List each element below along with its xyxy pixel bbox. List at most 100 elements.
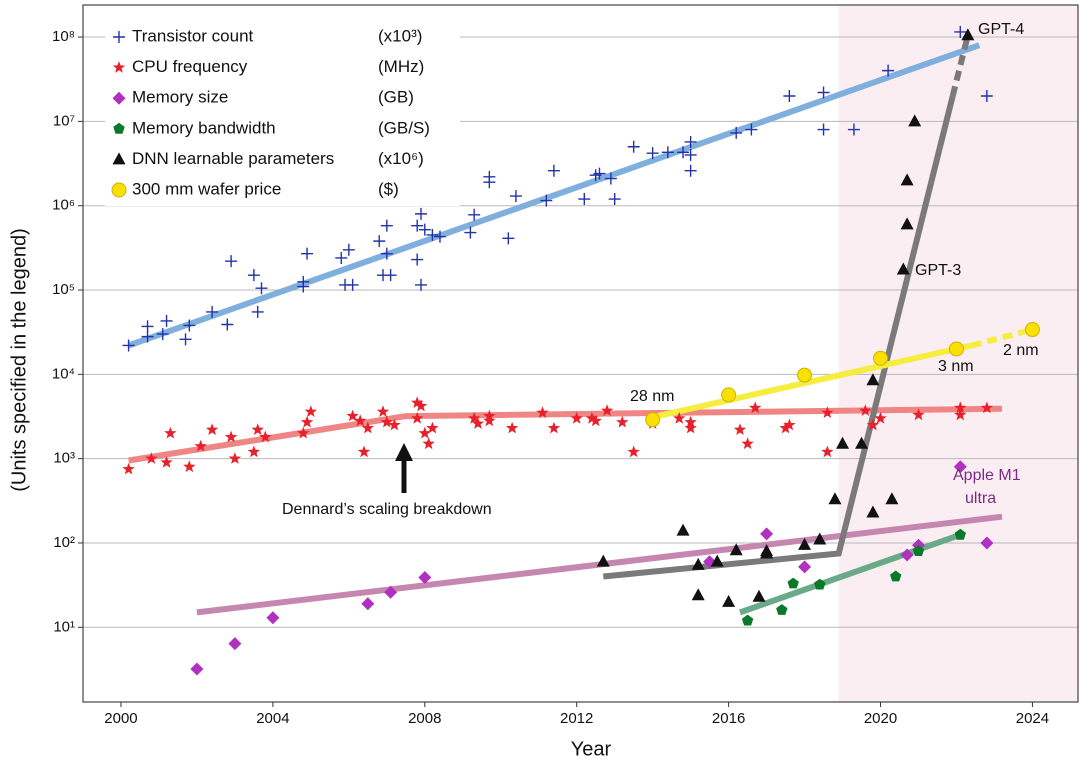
y-tick-label: 10⁵	[52, 281, 75, 298]
data-point	[376, 405, 390, 417]
data-point	[776, 604, 788, 615]
data-point	[373, 235, 386, 248]
annotation: GPT-4	[978, 21, 1024, 38]
data-point	[677, 146, 690, 159]
data-point	[433, 230, 446, 243]
data-point	[948, 341, 964, 357]
data-point	[418, 426, 431, 439]
data-point	[122, 462, 135, 475]
data-point	[627, 445, 640, 458]
data-point	[953, 460, 967, 474]
data-point	[1024, 322, 1040, 338]
data-point	[980, 401, 993, 414]
data-point	[828, 492, 842, 505]
data-point	[596, 554, 610, 567]
data-point	[912, 408, 925, 421]
data-point	[471, 417, 485, 429]
data-point	[346, 409, 359, 422]
y-axis-label: (Units specified in the legend)	[8, 228, 30, 491]
data-point	[874, 411, 887, 424]
data-point	[836, 436, 850, 449]
data-point	[866, 505, 880, 518]
y-tick-label: 10²	[53, 534, 75, 551]
data-point	[297, 426, 310, 439]
data-point	[980, 89, 993, 102]
marker-layer	[122, 25, 1040, 676]
plot-frame	[82, 4, 1079, 703]
data-point	[414, 207, 427, 220]
legend-marker	[112, 61, 126, 73]
data-point	[183, 319, 196, 332]
data-point	[160, 456, 173, 468]
annotation: Dennard’s scaling breakdown	[282, 501, 492, 518]
data-point	[797, 367, 813, 383]
data-point	[156, 328, 169, 341]
data-point	[684, 164, 697, 177]
data-point	[300, 415, 314, 428]
data-point	[357, 445, 371, 458]
data-point	[509, 190, 522, 203]
data-point	[616, 415, 629, 428]
data-point	[411, 396, 424, 408]
data-point	[866, 418, 880, 431]
x-tick-label: 2004	[256, 710, 289, 727]
data-point	[411, 219, 424, 232]
data-point	[247, 269, 260, 282]
data-point	[885, 492, 899, 505]
trend-line	[603, 95, 956, 580]
data-point	[354, 414, 367, 427]
data-point	[608, 193, 621, 206]
data-point	[221, 318, 234, 331]
data-point	[547, 421, 561, 434]
x-tick-label: 2020	[864, 710, 897, 727]
data-point	[745, 123, 758, 136]
data-point	[361, 597, 375, 611]
data-point	[722, 594, 736, 607]
legend-label: Memory size	[132, 88, 228, 107]
data-point	[502, 232, 515, 245]
data-point	[980, 536, 994, 550]
data-point	[380, 219, 393, 232]
legend-marker	[112, 91, 126, 105]
data-point	[411, 411, 424, 424]
data-point	[251, 423, 264, 435]
legend-marker	[113, 31, 125, 43]
data-point	[426, 228, 439, 241]
data-point	[787, 577, 799, 589]
annotation: 28 nm	[630, 388, 674, 405]
data-point	[730, 126, 743, 139]
data-point	[741, 614, 754, 626]
data-point	[798, 537, 812, 550]
data-point	[779, 421, 792, 434]
data-point	[255, 282, 268, 295]
data-point	[817, 123, 830, 136]
y-tick-label: 10⁴	[52, 365, 75, 382]
annotation: 2 nm	[1003, 342, 1039, 359]
y-tick-label: 10³	[53, 450, 75, 467]
data-point	[604, 172, 617, 185]
data-point	[251, 305, 264, 318]
data-point	[206, 305, 219, 318]
data-point	[589, 414, 602, 427]
data-point	[380, 415, 393, 428]
legend-label: Memory bandwidth	[132, 118, 276, 137]
data-point	[814, 578, 826, 590]
data-point	[426, 421, 439, 434]
legend-unit: (GB)	[378, 88, 414, 107]
data-point	[384, 269, 397, 282]
annotation: Apple M1	[953, 467, 1021, 484]
legend-label: Transistor count	[132, 26, 254, 45]
data-point	[122, 339, 135, 352]
data-point	[684, 148, 697, 161]
trend-line-dashed	[949, 34, 971, 97]
data-point	[342, 243, 355, 256]
data-point	[859, 404, 872, 416]
data-point	[225, 255, 238, 268]
trend-line-dashed	[970, 326, 1034, 349]
data-point	[384, 585, 398, 599]
data-point	[414, 278, 427, 291]
data-point	[760, 527, 774, 541]
data-point	[194, 439, 207, 452]
data-point	[585, 411, 599, 424]
